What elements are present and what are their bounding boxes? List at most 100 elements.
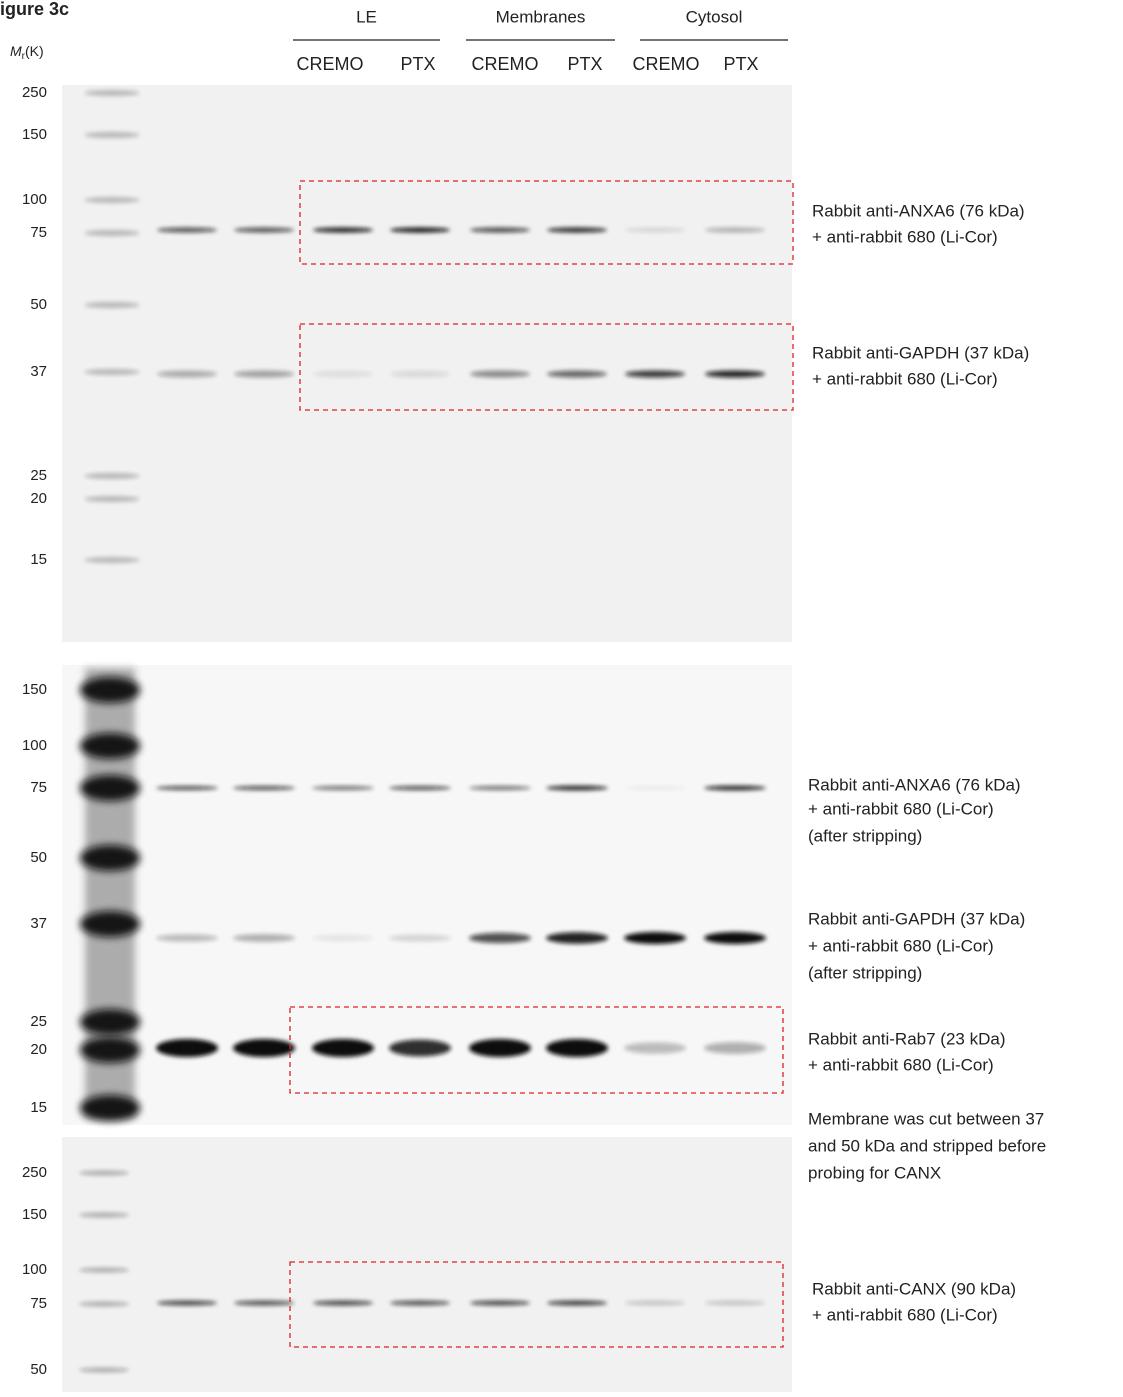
- band: [625, 228, 685, 233]
- marker-label: 250: [22, 1164, 47, 1181]
- group-label: Cytosol: [686, 7, 743, 26]
- band: [624, 932, 686, 944]
- marker-label: 25: [30, 467, 47, 484]
- marker-label: 20: [30, 1041, 47, 1058]
- band: [156, 934, 218, 942]
- band: [389, 935, 451, 942]
- band: [546, 786, 608, 791]
- band: [313, 228, 373, 233]
- band: [233, 1039, 295, 1057]
- band: [85, 230, 140, 236]
- band: [156, 1039, 218, 1057]
- band: [85, 197, 140, 203]
- band: [547, 228, 607, 233]
- band: [312, 1039, 374, 1057]
- band: [80, 775, 140, 801]
- band: [624, 1042, 686, 1053]
- band: [313, 1301, 373, 1306]
- band: [546, 932, 608, 943]
- band: [85, 557, 140, 563]
- annotation: + anti-rabbit 680 (Li-Cor): [812, 369, 998, 388]
- annotation: + anti-rabbit 680 (Li-Cor): [808, 799, 994, 818]
- band: [85, 90, 140, 96]
- band: [156, 786, 218, 790]
- band: [234, 228, 294, 233]
- marker-label: 50: [30, 849, 47, 866]
- note: probing for CANX: [808, 1163, 941, 1182]
- band: [157, 228, 217, 233]
- band: [80, 1009, 140, 1035]
- annotation: (after stripping): [808, 826, 922, 845]
- band: [233, 934, 295, 942]
- annotation: + anti-rabbit 680 (Li-Cor): [812, 227, 998, 246]
- band: [546, 1039, 608, 1057]
- band: [470, 228, 530, 233]
- band: [80, 845, 140, 871]
- mr-label: Mr(K): [10, 43, 44, 62]
- marker-label: 100: [22, 1261, 47, 1278]
- band: [80, 1095, 140, 1121]
- marker-label: 100: [22, 191, 47, 208]
- band: [80, 911, 140, 937]
- band: [312, 935, 374, 941]
- lane-label: PTX: [567, 54, 602, 74]
- band: [79, 1368, 129, 1373]
- marker-label: 250: [22, 84, 47, 101]
- band: [469, 786, 531, 790]
- band: [80, 1037, 140, 1063]
- band: [625, 1301, 685, 1306]
- band: [312, 786, 374, 790]
- marker-label: 50: [30, 1361, 47, 1378]
- band: [85, 132, 140, 138]
- band: [234, 1301, 294, 1306]
- band: [85, 473, 140, 479]
- band: [704, 932, 766, 944]
- annotation: (after stripping): [808, 963, 922, 982]
- band: [79, 1268, 129, 1273]
- band: [547, 1301, 607, 1306]
- band: [233, 786, 295, 790]
- band: [705, 371, 765, 378]
- band: [625, 371, 685, 378]
- marker-label: 100: [22, 737, 47, 754]
- band: [80, 733, 140, 759]
- lane-label: CREMO: [633, 54, 700, 74]
- blot-panel: [62, 1137, 792, 1392]
- band: [470, 371, 530, 378]
- lane-label: CREMO: [297, 54, 364, 74]
- lane-label: CREMO: [472, 54, 539, 74]
- note: Membrane was cut between 37: [808, 1109, 1044, 1128]
- marker-label: 25: [30, 1013, 47, 1030]
- band: [390, 371, 450, 378]
- mr-unit: (K): [25, 43, 44, 59]
- band: [705, 228, 765, 233]
- band: [79, 1171, 129, 1176]
- annotation: Rabbit anti-ANXA6 (76 kDa): [808, 775, 1021, 794]
- band: [79, 1213, 129, 1218]
- annotation: Rabbit anti-CANX (90 kDa): [812, 1279, 1016, 1298]
- marker-label: 20: [30, 490, 47, 507]
- band: [390, 228, 450, 233]
- note: and 50 kDa and stripped before: [808, 1136, 1046, 1155]
- lane-label: PTX: [723, 54, 758, 74]
- annotation: Rabbit anti-GAPDH (37 kDa): [812, 343, 1029, 362]
- band: [390, 1301, 450, 1306]
- band: [157, 1301, 217, 1306]
- annotation: Rabbit anti-Rab7 (23 kDa): [808, 1029, 1005, 1048]
- annotation: + anti-rabbit 680 (Li-Cor): [808, 1055, 994, 1074]
- group-label: Membranes: [496, 7, 586, 26]
- marker-label: 15: [30, 551, 47, 568]
- lane-label: PTX: [400, 54, 435, 74]
- marker-label: 37: [30, 363, 47, 380]
- mr-main: M: [10, 43, 22, 59]
- group-label: LE: [356, 7, 377, 26]
- annotation: Rabbit anti-GAPDH (37 kDa): [808, 909, 1025, 928]
- figure-label: igure 3c: [0, 0, 69, 19]
- band: [547, 371, 607, 378]
- marker-label: 150: [22, 126, 47, 143]
- band: [313, 371, 373, 378]
- blot-panel: [62, 85, 792, 642]
- band: [704, 1042, 766, 1054]
- band: [85, 369, 140, 375]
- annotation: Rabbit anti-ANXA6 (76 kDa): [812, 201, 1025, 220]
